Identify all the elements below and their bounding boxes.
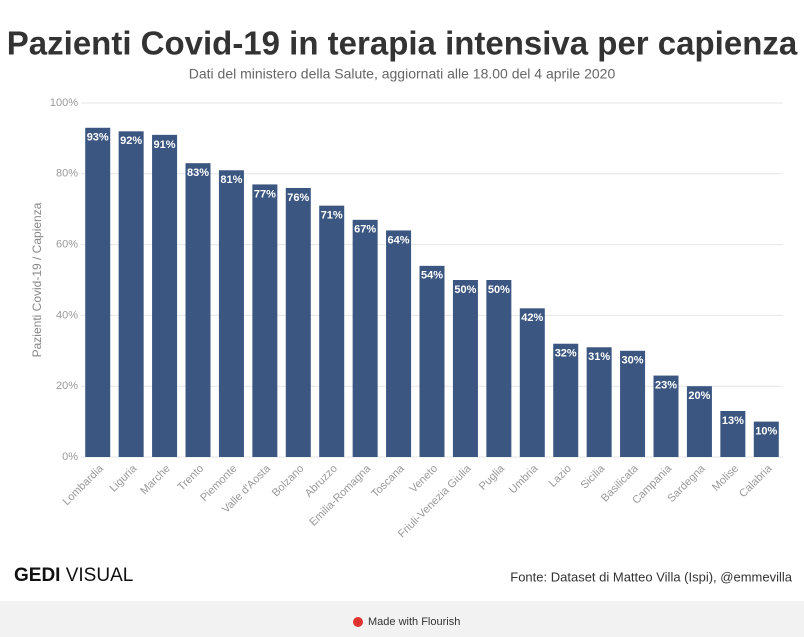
logo-bold: GEDI: [14, 565, 60, 586]
value-label: 30%: [622, 355, 644, 367]
bar: [519, 308, 545, 457]
x-tick-label: Lazio: [547, 463, 574, 490]
x-tick-label: Lombardia: [61, 462, 107, 508]
value-label: 31%: [588, 351, 610, 363]
flourish-icon: [353, 617, 363, 627]
bar: [553, 343, 579, 457]
bar: [419, 265, 445, 457]
value-label: 42%: [521, 312, 543, 324]
bar: [285, 187, 311, 457]
logo-light: VISUAL: [66, 565, 134, 586]
bar: [620, 350, 646, 457]
y-tick-label: 80%: [56, 168, 78, 180]
value-label: 76%: [287, 192, 309, 204]
bar: [653, 375, 679, 457]
value-label: 77%: [254, 188, 276, 200]
x-tick-label: Umbria: [507, 462, 541, 496]
chart-title: Pazienti Covid-19 in terapia intensiva p…: [7, 25, 798, 62]
x-tick-label: Puglia: [477, 462, 508, 493]
x-tick-label: Sardegna: [665, 462, 708, 505]
y-tick-label: 0%: [62, 451, 78, 463]
x-tick-label: Toscana: [369, 462, 407, 500]
value-label: 23%: [655, 379, 677, 391]
value-label: 83%: [187, 167, 209, 179]
bar: [118, 131, 144, 457]
source: Fonte: Dataset di Matteo Villa (Ispi), @…: [510, 569, 792, 584]
x-tick-label: Molise: [710, 463, 741, 494]
y-tick-label: 60%: [56, 239, 78, 251]
x-tick-label: Emilia-Romagna: [307, 462, 374, 529]
y-tick-label: 40%: [56, 309, 78, 321]
footer-band: [0, 601, 804, 637]
x-tick-label: Liguria: [107, 462, 139, 494]
bar: [586, 347, 612, 457]
value-label: 64%: [388, 234, 410, 246]
value-label: 81%: [220, 174, 242, 186]
x-tick-label: Calabria: [737, 462, 775, 500]
value-label: 93%: [87, 132, 109, 144]
y-tick-label: 20%: [56, 380, 78, 392]
x-tick-label: Marche: [138, 463, 172, 497]
bar: [218, 170, 244, 457]
y-tick-label: 100%: [50, 97, 78, 109]
value-label: 32%: [555, 348, 577, 360]
value-label: 71%: [321, 210, 343, 222]
value-label: 92%: [120, 135, 142, 147]
value-label: 50%: [454, 284, 476, 296]
bar: [452, 280, 478, 457]
bar: [252, 184, 278, 458]
bar: [152, 134, 178, 458]
bar: [85, 127, 111, 457]
bar: [352, 219, 378, 457]
bar: [386, 230, 412, 457]
bar: [753, 421, 779, 457]
bar: [720, 410, 746, 457]
value-label: 50%: [488, 284, 510, 296]
bar: [185, 163, 211, 457]
value-label: 91%: [154, 139, 176, 151]
bar: [319, 205, 345, 457]
y-axis-label: Pazienti Covid-19 / Capienza: [30, 202, 44, 357]
x-tick-label: Veneto: [407, 463, 440, 496]
value-label: 13%: [722, 415, 744, 427]
value-label: 20%: [688, 390, 710, 402]
value-label: 54%: [421, 270, 443, 282]
value-label: 10%: [755, 426, 777, 438]
credit: Made with Flourish: [368, 616, 460, 628]
bar: [486, 280, 512, 457]
value-label: 67%: [354, 224, 376, 236]
logo: GEDI VISUAL: [14, 565, 133, 586]
x-tick-label: Trento: [175, 463, 206, 494]
bar: [686, 386, 712, 457]
chart-subtitle: Dati del ministero della Salute, aggiorn…: [189, 66, 616, 82]
x-tick-label: Sicilia: [579, 462, 608, 491]
x-tick-label: Bolzano: [270, 463, 307, 500]
